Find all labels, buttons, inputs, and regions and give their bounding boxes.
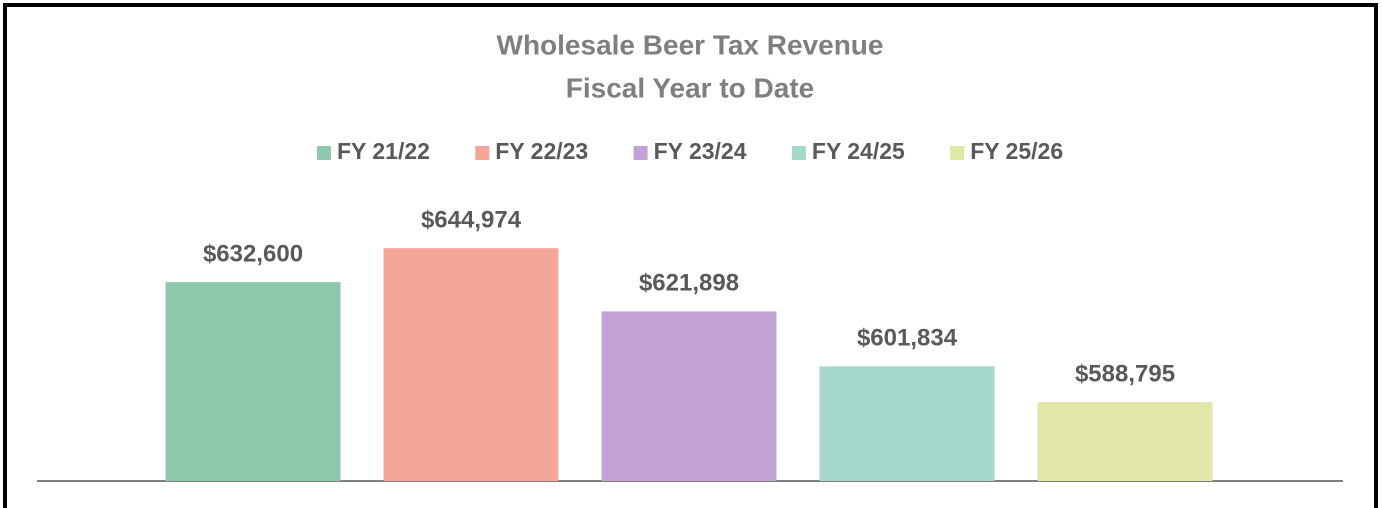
bar xyxy=(1037,402,1213,481)
value-label: $632,600 xyxy=(203,240,303,267)
bar xyxy=(165,282,341,481)
bar xyxy=(819,366,995,481)
bar xyxy=(383,248,559,481)
legend-label: FY 22/23 xyxy=(495,138,588,164)
frame xyxy=(3,3,1378,508)
legend-swatch xyxy=(475,146,490,160)
legend-label: FY 23/24 xyxy=(654,138,747,164)
legend-swatch xyxy=(950,146,965,160)
bar xyxy=(601,311,777,481)
value-label: $644,974 xyxy=(421,207,522,234)
legend-label: FY 21/22 xyxy=(337,138,430,164)
value-label: $621,898 xyxy=(639,270,739,297)
value-label: $601,834 xyxy=(857,325,958,352)
chart-title: Wholesale Beer Tax Revenue xyxy=(497,29,884,60)
legend-label: FY 25/26 xyxy=(970,138,1063,164)
legend-swatch xyxy=(791,146,806,160)
legend-swatch xyxy=(633,146,648,160)
chart-subtitle: Fiscal Year to Date xyxy=(566,72,815,103)
legend-label: FY 24/25 xyxy=(812,138,905,164)
legend-swatch xyxy=(317,146,331,160)
value-label: $588,795 xyxy=(1075,360,1175,387)
